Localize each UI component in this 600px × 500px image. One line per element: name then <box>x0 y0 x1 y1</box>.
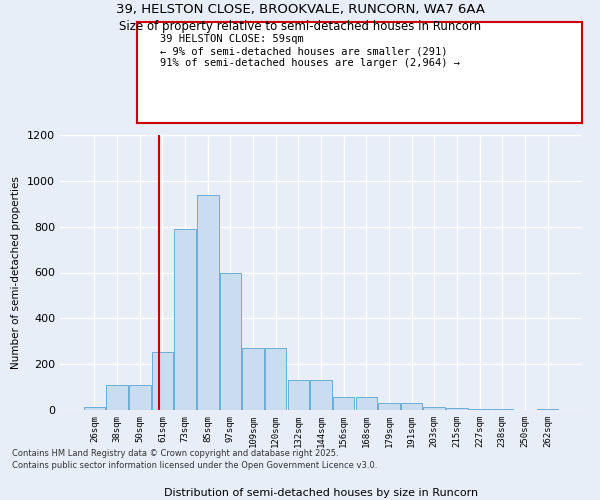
Bar <box>401 403 422 410</box>
Bar <box>175 229 196 410</box>
Bar <box>220 272 241 410</box>
Y-axis label: Number of semi-detached properties: Number of semi-detached properties <box>11 176 22 369</box>
Bar <box>197 194 218 410</box>
Bar <box>106 385 128 410</box>
Bar <box>446 408 467 410</box>
Bar <box>84 406 105 410</box>
Bar <box>287 380 309 410</box>
Bar <box>129 385 151 410</box>
Bar <box>265 348 286 410</box>
Text: Contains HM Land Registry data © Crown copyright and database right 2025.: Contains HM Land Registry data © Crown c… <box>12 448 338 458</box>
Bar <box>333 398 355 410</box>
Text: Contains public sector information licensed under the Open Government Licence v3: Contains public sector information licen… <box>12 461 377 470</box>
Bar <box>378 403 400 410</box>
Bar <box>152 352 173 410</box>
Bar <box>424 406 445 410</box>
Text: Size of property relative to semi-detached houses in Runcorn: Size of property relative to semi-detach… <box>119 20 481 33</box>
Bar <box>310 380 332 410</box>
Bar <box>242 348 264 410</box>
Bar <box>491 409 513 410</box>
Text: Distribution of semi-detached houses by size in Runcorn: Distribution of semi-detached houses by … <box>164 488 478 498</box>
Text: 39, HELSTON CLOSE, BROOKVALE, RUNCORN, WA7 6AA: 39, HELSTON CLOSE, BROOKVALE, RUNCORN, W… <box>115 2 485 16</box>
Bar <box>356 398 377 410</box>
Bar <box>537 409 558 410</box>
Text: 39 HELSTON CLOSE: 59sqm
← 9% of semi-detached houses are smaller (291)
91% of se: 39 HELSTON CLOSE: 59sqm ← 9% of semi-det… <box>160 34 460 68</box>
Bar <box>469 409 490 410</box>
